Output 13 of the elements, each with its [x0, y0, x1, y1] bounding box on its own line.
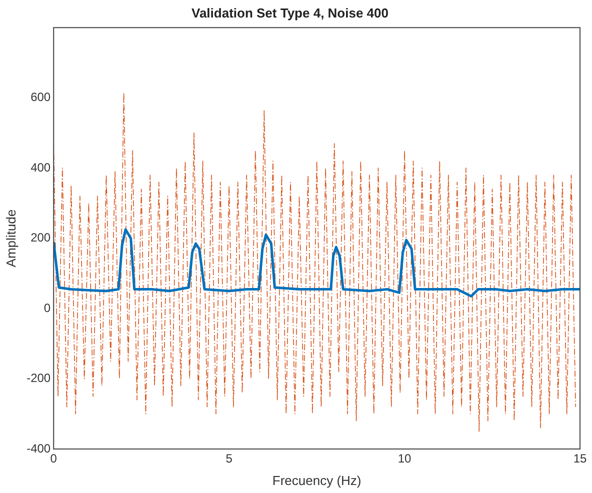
x-tick-label: 10 — [398, 452, 412, 466]
x-tick-label: 5 — [226, 452, 233, 466]
y-tick-label: -400 — [26, 441, 51, 456]
y-tick-label: -200 — [26, 371, 51, 386]
line-series — [54, 92, 576, 432]
y-tick-label: 0 — [44, 300, 51, 315]
y-axis-title: Amplitude — [3, 209, 18, 268]
x-tick-label: 15 — [573, 452, 587, 466]
x-axis-title: Frecuency (Hz) — [272, 472, 362, 488]
chart-title: Validation Set Type 4, Noise 400 — [192, 5, 388, 20]
y-tick-label: 200 — [30, 230, 51, 245]
y-tick-label: 400 — [30, 160, 51, 174]
y-tick-label: 600 — [30, 90, 51, 104]
